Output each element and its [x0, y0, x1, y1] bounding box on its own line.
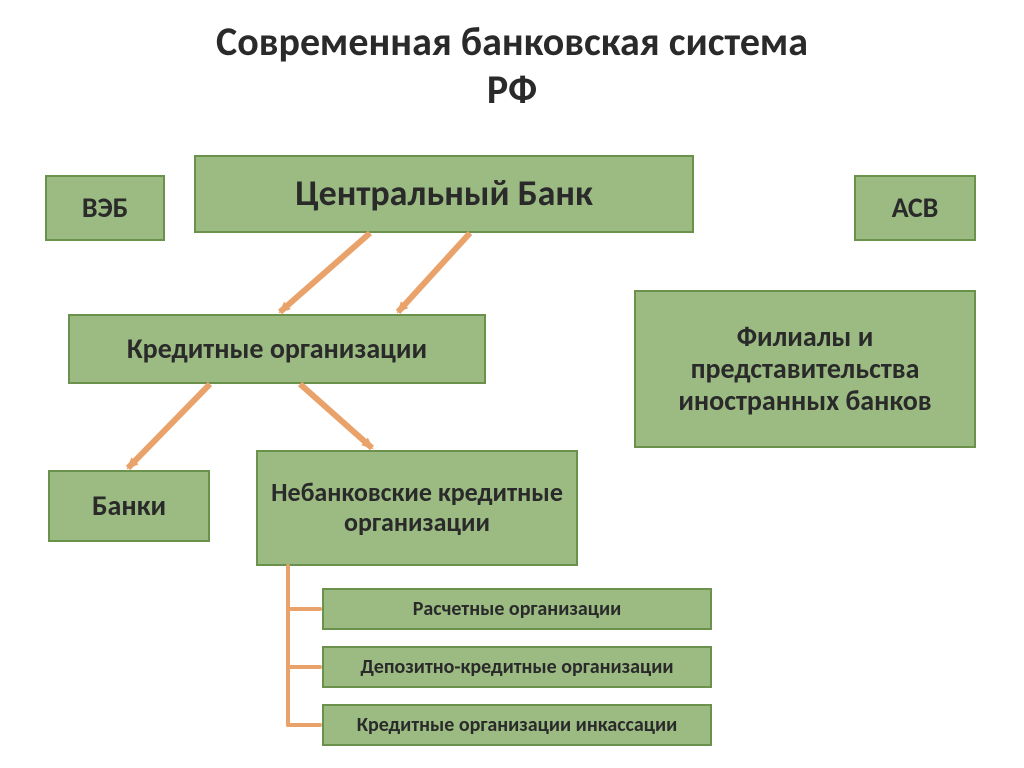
node-collection-orgs: Кредитные организации инкассации — [322, 704, 712, 746]
node-credit-orgs: Кредитные организации — [68, 314, 486, 384]
node-asv: АСВ — [854, 175, 976, 241]
node-settlement-orgs: Расчетные организации — [322, 588, 712, 630]
node-central-bank: Центральный Банк — [194, 155, 694, 233]
node-foreign-branches: Филиалы и представительства иностранных … — [634, 290, 976, 448]
node-nonbank-credit-orgs: Небанковские кредитные организации — [256, 450, 578, 566]
node-deposit-credit-orgs: Депозитно-кредитные организации — [322, 646, 712, 688]
node-veb: ВЭБ — [45, 175, 165, 241]
bracket-connector — [288, 566, 320, 725]
title-line2: РФ — [0, 66, 1024, 114]
title-line1: Современная банковская система — [0, 18, 1024, 66]
diagram-title: Современная банковская система РФ — [0, 18, 1024, 114]
node-banks: Банки — [48, 470, 210, 542]
